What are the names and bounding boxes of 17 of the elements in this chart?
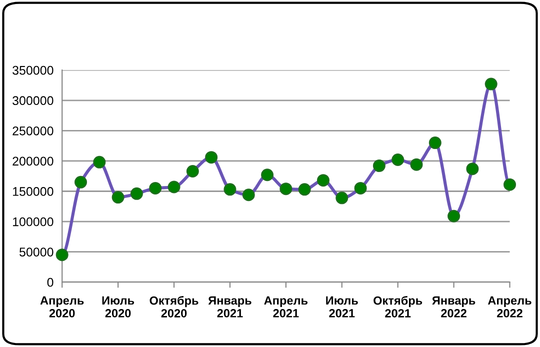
- x-tick-label: Июль 2021: [326, 296, 358, 318]
- y-tick-label: 200000: [12, 156, 54, 166]
- x-tick-label: Январь 2021: [208, 296, 252, 318]
- x-tick-label: Апрель 2022: [488, 296, 532, 318]
- x-tick-label: Январь 2022: [432, 296, 476, 318]
- x-tick-label: Октябрь 2020: [150, 296, 198, 318]
- x-tick-label: Апрель 2020: [40, 296, 84, 318]
- y-tick-label: 0: [47, 278, 54, 287]
- x-tick-label: Июль 2020: [102, 296, 134, 318]
- x-tick-label: Октябрь 2021: [374, 296, 422, 318]
- y-tick-label: 100000: [13, 217, 54, 226]
- y-tick-label: 350000: [12, 66, 54, 75]
- y-tick-label: 250000: [12, 126, 54, 136]
- y-tick-label: 50000: [20, 248, 54, 256]
- y-tick-label: 300000: [12, 96, 54, 106]
- x-tick-label: Апрель 2021: [264, 296, 308, 318]
- y-tick-label: 150000: [13, 187, 54, 196]
